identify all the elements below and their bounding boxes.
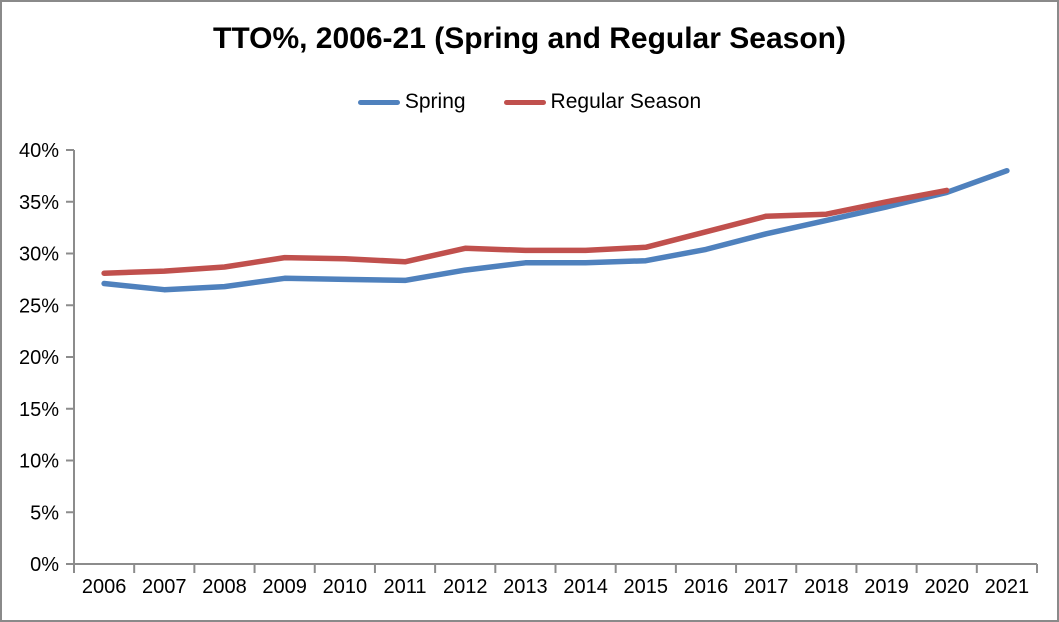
legend-item-spring: Spring: [357, 90, 466, 114]
x-axis-tick-label: 2015: [624, 576, 669, 598]
x-axis-tick-label: 2020: [924, 576, 969, 598]
x-axis-tick-label: 2018: [804, 576, 849, 598]
legend-line-swatch-regular-season: [503, 99, 546, 105]
y-axis-tick-label: 30%: [19, 244, 59, 266]
series-line-regular-season: [101, 187, 950, 276]
y-axis-tick-label: 35%: [19, 192, 59, 214]
chart-legend: Spring Regular Season: [2, 90, 1057, 114]
legend-label-spring: Spring: [404, 90, 466, 113]
y-axis-tick-label: 10%: [19, 451, 59, 473]
x-axis-tick-label: 2021: [985, 576, 1030, 598]
x-axis-tick-label: 2013: [503, 576, 548, 598]
x-axis-tick-label: 2016: [684, 576, 729, 598]
x-axis-tick-label: 2017: [744, 576, 789, 598]
x-axis-tick-label: 2009: [262, 576, 307, 598]
y-axis-tick-label: 25%: [19, 295, 59, 317]
y-axis-tick-label: 0%: [30, 554, 59, 576]
y-axis-tick-label: 15%: [19, 399, 59, 421]
x-axis-tick-label: 2010: [323, 576, 368, 598]
x-axis-tick-label: 2007: [142, 576, 187, 598]
x-axis-tick-label: 2006: [82, 576, 127, 598]
x-axis-tick-label: 2012: [443, 576, 488, 598]
y-axis-tick-label: 5%: [30, 502, 59, 524]
legend-label-regular-season: Regular Season: [550, 90, 702, 113]
y-axis-tick-label: 20%: [19, 347, 59, 369]
x-axis-tick-label: 2008: [202, 576, 247, 598]
series-line-spring: [101, 167, 1010, 293]
chart-title: TTO%, 2006-21 (Spring and Regular Season…: [213, 22, 846, 55]
legend-item-regular-season: Regular Season: [503, 90, 702, 114]
legend-line-swatch-spring: [357, 99, 400, 105]
y-axis-tick-label: 40%: [19, 140, 59, 162]
x-axis-tick-label: 2011: [384, 576, 427, 598]
x-axis-tick-label: 2019: [864, 576, 909, 598]
x-axis-tick-label: 2014: [563, 576, 608, 598]
